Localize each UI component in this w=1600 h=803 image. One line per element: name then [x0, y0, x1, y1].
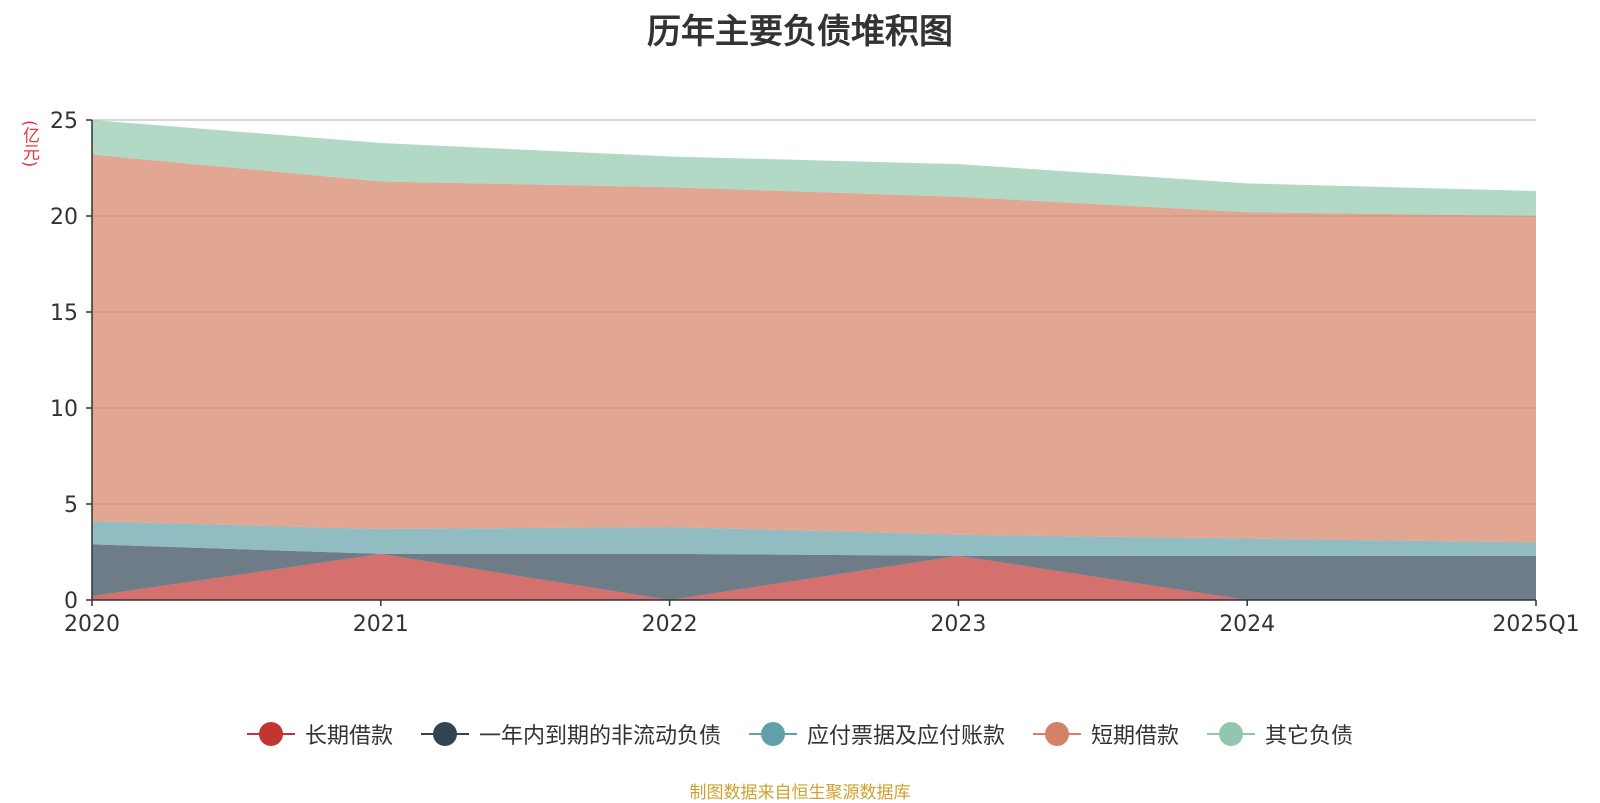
series-areas: [92, 120, 1536, 600]
series-area-0: [92, 553, 1536, 600]
series-area-3: [92, 154, 1536, 543]
x-tick-label: 2025Q1: [1492, 612, 1579, 637]
axes: 0 5 10 15 20 25 2020 2021 2022 2023 2024 2025Q1: [50, 109, 1580, 637]
legend-item[interactable]: 应付票据及应付账款: [748, 718, 1005, 750]
legend-marker: [246, 722, 295, 746]
legend-label: 短期借款: [1091, 724, 1180, 749]
legend-marker: [1207, 722, 1256, 746]
y-tick-label: 15: [50, 301, 78, 326]
y-tick-label: 25: [50, 109, 78, 134]
legend-item[interactable]: 短期借款: [1033, 718, 1179, 750]
legend-item[interactable]: 长期借款: [246, 718, 393, 750]
legend-marker: [1033, 722, 1081, 746]
legend-marker-dot: [432, 722, 457, 746]
legend-label: 长期借款: [304, 724, 393, 749]
legend-item[interactable]: 其它负债: [1207, 718, 1353, 750]
y-tick-label: 0: [64, 589, 78, 614]
x-tick-label: 2024: [1219, 612, 1275, 637]
legend-marker-dot: [258, 722, 283, 746]
legend-label: 一年内到期的非流动负债: [478, 724, 721, 749]
y-tick-label: 20: [50, 205, 78, 230]
source-note: 制图数据来自恒生聚源数据库: [689, 783, 911, 803]
x-tick-label: 2021: [353, 612, 409, 637]
legend-marker-dot: [1045, 722, 1069, 746]
legend-marker: [748, 722, 797, 746]
series-area-1: [92, 544, 1536, 600]
x-tick-label: 2020: [64, 612, 120, 637]
x-tick-label: 2023: [930, 612, 986, 637]
x-tick-label: 2022: [642, 612, 698, 637]
legend-marker: [420, 722, 469, 746]
series-area-2: [92, 521, 1536, 556]
series-area-4: [92, 120, 1536, 216]
y-axis-unit-label: (亿元): [19, 120, 39, 168]
legend-label: 其它负债: [1265, 724, 1354, 749]
legend: 长期借款 一年内到期的非流动负债 应付票据及应付账款 短期借款 其它负债: [0, 716, 1600, 752]
y-tick-label: 10: [50, 397, 78, 422]
y-tick-label: 5: [64, 493, 78, 518]
chart-title: 历年主要负债堆积图: [647, 12, 953, 52]
legend-marker-dot: [1219, 722, 1244, 746]
legend-label: 应付票据及应付账款: [806, 724, 1005, 749]
legend-marker-dot: [760, 722, 785, 746]
legend-item[interactable]: 一年内到期的非流动负债: [420, 718, 721, 750]
